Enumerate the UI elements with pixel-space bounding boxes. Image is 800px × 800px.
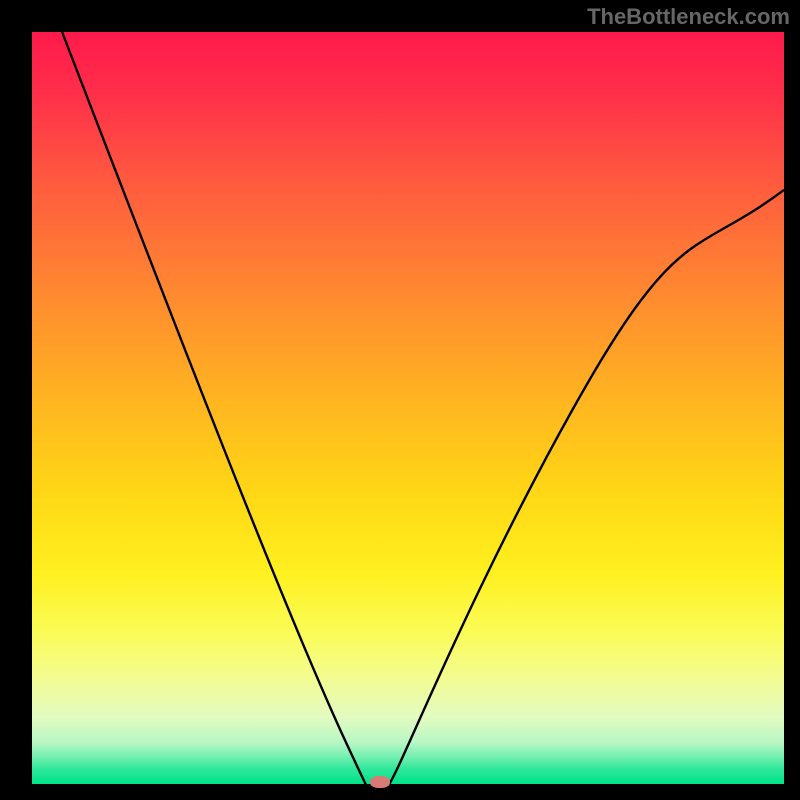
plot-area — [32, 32, 784, 784]
watermark-text: TheBottleneck.com — [587, 4, 790, 30]
optimum-marker — [370, 776, 390, 789]
bottleneck-curve — [32, 32, 784, 784]
